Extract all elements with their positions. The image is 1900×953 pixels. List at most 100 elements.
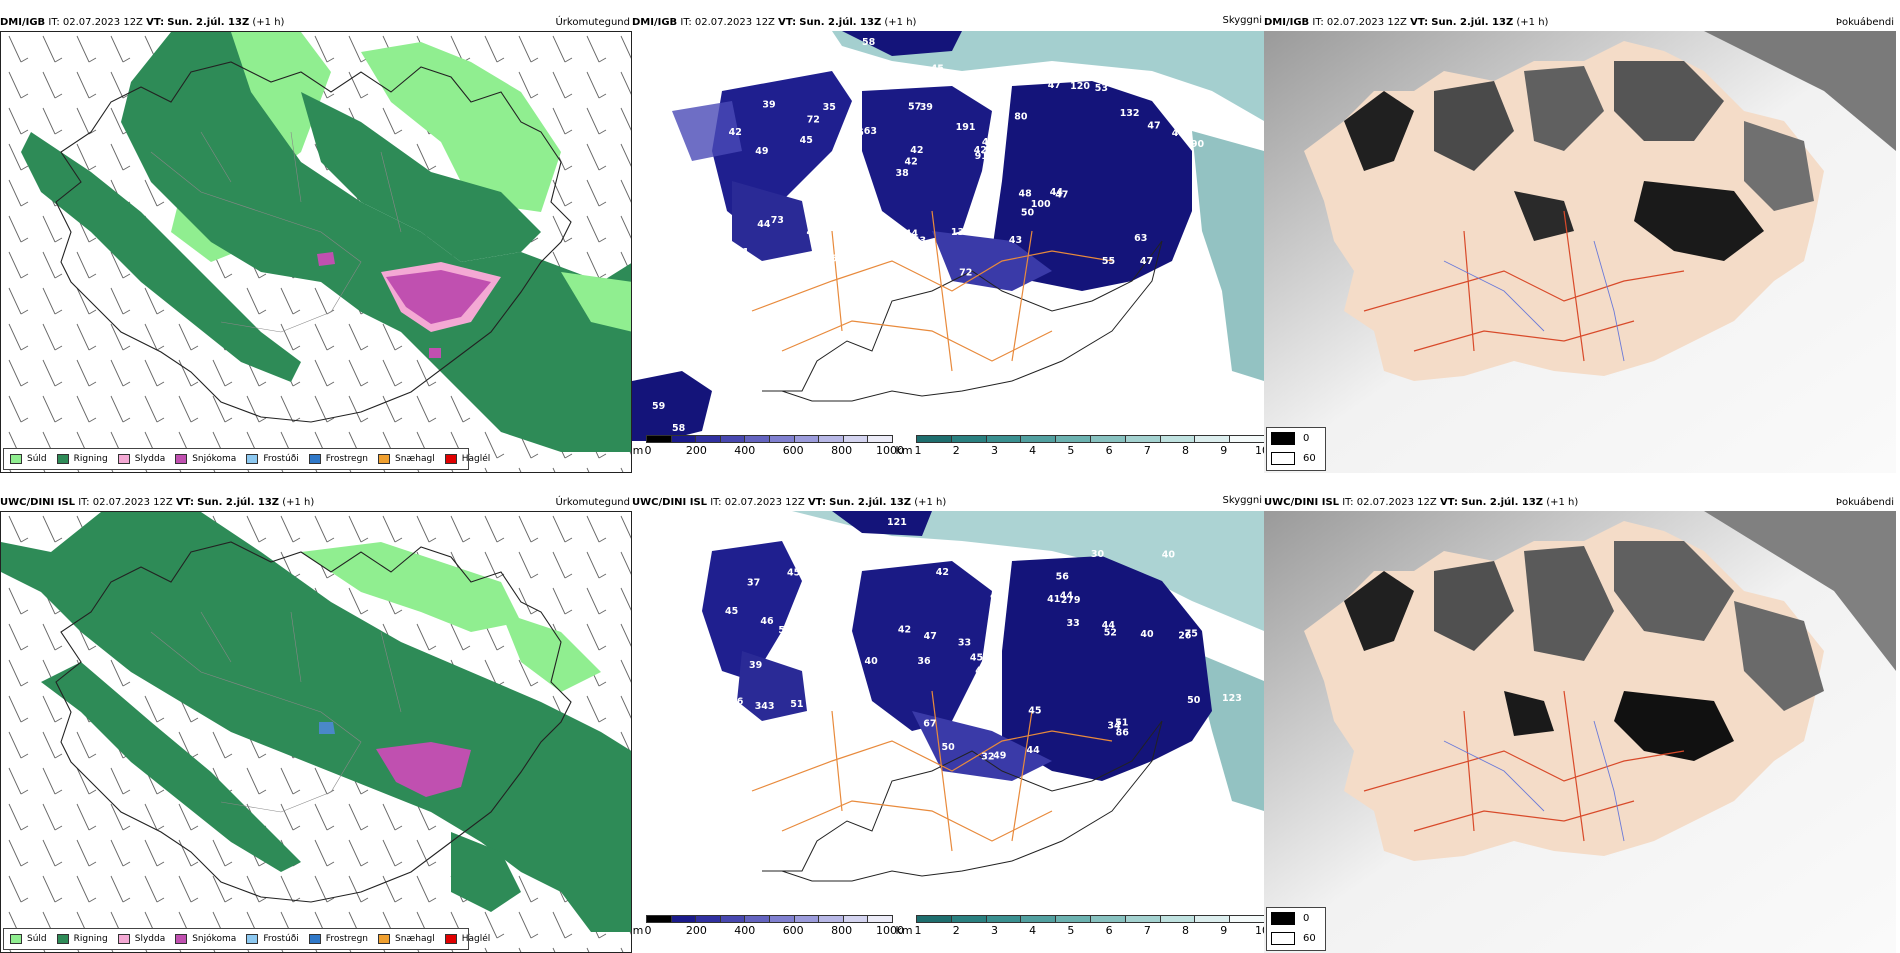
precip-map: Súld Rigning Slydda Snjókoma Frostúði Fr…	[0, 31, 632, 473]
ceiling-value-label: 51	[736, 247, 749, 258]
colorbar-tick: 4	[1029, 444, 1037, 457]
legend-swatch	[308, 454, 321, 464]
ceiling-value-label: 49	[996, 584, 1009, 595]
panel-title: Skyggni	[1222, 495, 1262, 506]
ceiling-value-label: 42	[729, 127, 742, 138]
ceiling-value-label: 343	[755, 701, 775, 712]
colorbar-segment	[842, 915, 869, 923]
colorbar-segment	[793, 435, 820, 443]
colorbar-segment	[818, 915, 844, 923]
ceiling-value-label: 47	[1140, 256, 1153, 267]
ceiling-value-label: 40	[779, 260, 793, 271]
colorbar-segment	[842, 435, 869, 443]
ceiling-value-label: 40	[865, 656, 879, 667]
legend-item: 60	[1267, 928, 1325, 948]
ceiling-value-label: 43	[1009, 235, 1022, 246]
ceiling-value-label: 279	[1061, 595, 1081, 606]
panel-title: Úrkomutegund	[555, 497, 630, 508]
legend-item: 60	[1267, 448, 1325, 468]
colorbar-tick: 400	[734, 924, 756, 937]
ceiling-colorbar: m 0 200 400 600 800 1000	[632, 915, 904, 939]
ceiling-value-label: 42	[778, 270, 791, 281]
panel-title: Þokuábendi	[1835, 17, 1894, 28]
colorbar-unit: km	[895, 444, 913, 457]
ceiling-value-label: 54	[778, 625, 792, 636]
ceiling-value-label: 47	[821, 686, 834, 697]
ceiling-value-label: 34	[1107, 720, 1121, 731]
legend-item: Súld	[10, 454, 47, 464]
ceiling-value-label: 48	[1172, 128, 1186, 139]
ceiling-value-label: 50	[942, 742, 956, 753]
colorbar-segment	[818, 435, 844, 443]
ceiling-value-label: 45	[931, 63, 944, 74]
ceiling-value-label: 50	[1021, 207, 1035, 218]
colorbar-segment	[744, 435, 770, 443]
legend-swatch	[1271, 451, 1295, 465]
ceiling-value-label: 120	[1070, 81, 1090, 92]
panel-title: Úrkomutegund	[555, 17, 630, 28]
legend-swatch	[10, 454, 22, 464]
colorbar-segment	[646, 435, 672, 443]
ceiling-value-label: 53	[830, 155, 843, 166]
ceiling-value-label: 45	[970, 652, 983, 663]
legend-swatch	[56, 934, 69, 944]
ceiling-value-label: 51	[1115, 718, 1128, 729]
colorbar-tick: 1000	[876, 444, 904, 457]
fog-map: 0 60	[1264, 511, 1896, 953]
colorbar-segment	[719, 915, 746, 923]
ceiling-value-label: 211	[776, 263, 796, 274]
ceiling-value-label: 44	[1050, 187, 1064, 198]
colorbar-segment	[695, 435, 721, 443]
ceiling-value-label: 39	[749, 660, 762, 671]
colorbar-segment	[916, 435, 952, 443]
colorbar-segment	[1194, 915, 1231, 923]
ceiling-value-label: 38	[763, 742, 777, 753]
fog-panel-dmi: DMI/IGB IT: 02.07.2023 12Z VT: Sun. 2.jú…	[1264, 15, 1896, 473]
ceiling-value-label: 59	[652, 401, 665, 412]
ceiling-value-label: 49	[755, 146, 768, 157]
precip-map-graphic	[1, 512, 631, 952]
ceiling-value-label: 42	[898, 625, 911, 636]
legend-item: Snæhagl	[378, 454, 435, 464]
ceiling-value-label: 44	[905, 229, 919, 240]
ceiling-value-label: 42	[910, 145, 923, 156]
colorbar-tick: 200	[685, 444, 707, 457]
legend-swatch	[378, 934, 391, 944]
ceiling-value-label: 32	[981, 751, 994, 762]
ceiling-value-label: 42	[974, 145, 987, 156]
fog-map: 0 60	[1264, 31, 1896, 473]
fog-panel-uwc: UWC/DINI ISL IT: 02.07.2023 12Z VT: Sun.…	[1264, 495, 1896, 953]
ceiling-value-label: 37	[747, 578, 760, 589]
ceiling-value-label: 44	[807, 227, 821, 238]
ceiling-value-label: 45	[1028, 705, 1041, 716]
colorbar-segment	[744, 915, 770, 923]
ceiling-value-label: 40	[1140, 629, 1154, 640]
legend-item: Rigning	[56, 454, 108, 464]
ceiling-value-label: 80	[1014, 112, 1028, 123]
legend-item: Frostúði	[246, 934, 299, 944]
colorbar-segment	[670, 915, 697, 923]
colorbar-segment	[1124, 915, 1161, 923]
colorbar-tick: 5	[1067, 924, 1075, 937]
visibility-map-graphic: 1219556263641343741394333384340324967303…	[632, 511, 1264, 921]
panel-header: UWC/DINI ISL IT: 02.07.2023 12Z VT: Sun.…	[632, 495, 1262, 508]
colorbar-tick: 600	[782, 924, 804, 937]
ceiling-value-label: 26	[1178, 631, 1192, 642]
colorbar-segment	[1159, 915, 1196, 923]
precip-type-panel-dmi: DMI/IGB IT: 02.07.2023 12Z VT: Sun. 2.jú…	[0, 15, 632, 473]
colorbar-tick: 2	[952, 444, 960, 457]
ceiling-value-label: 42	[905, 157, 918, 168]
colorbar-tick: 4	[1029, 924, 1037, 937]
panel-header: UWC/DINI ISL IT: 02.07.2023 12Z VT: Sun.…	[1264, 495, 1896, 511]
colorbar-segment	[1090, 435, 1126, 443]
legend-swatch	[117, 454, 130, 464]
colorbar-segment	[1194, 435, 1231, 443]
colorbar-segment	[1055, 435, 1091, 443]
ceiling-value-label: 50	[1187, 695, 1201, 706]
colorbar-tick: 9	[1220, 924, 1228, 937]
colorbar-segment	[985, 435, 1022, 443]
colorbar-tick: 3	[990, 924, 998, 937]
colorbar-segment	[769, 435, 795, 443]
ceiling-value-label: 45	[800, 135, 813, 146]
colorbar-segment	[1159, 435, 1196, 443]
